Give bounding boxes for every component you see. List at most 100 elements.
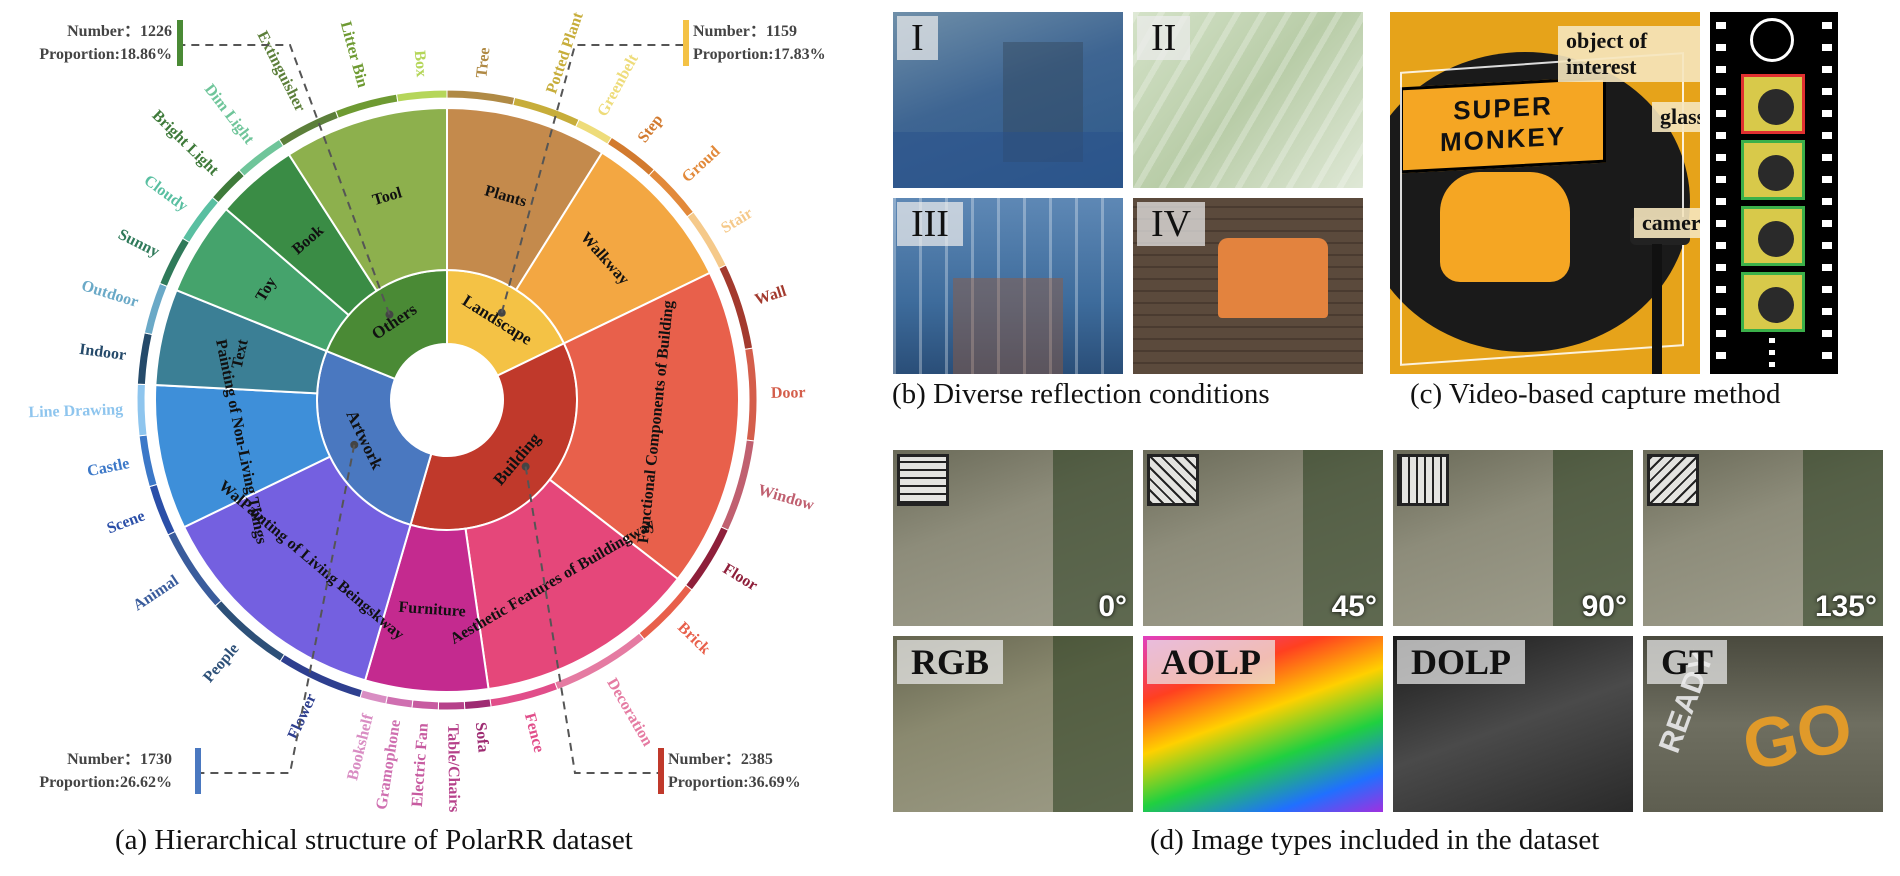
film-sprocket-hole [1822,220,1832,227]
reflection-image-2: II [1133,12,1363,188]
polarizer-45-icon [1147,454,1199,506]
outer-label-decoration: Decoration [603,675,656,749]
film-reel-icon [1750,18,1794,62]
film-frame-selected [1741,74,1805,134]
callout-bar-others [177,20,183,66]
film-sprocket-hole [1716,286,1726,293]
outer-label-sofa: Sofa [472,721,492,753]
callout-line-others [180,44,391,315]
film-frame [1741,206,1805,266]
angle-label-90: 90° [1581,590,1627,623]
middle-label-furniture: Furniture [398,599,466,621]
outer-label-floor: Floor [720,560,761,594]
middle-slice-walpainting-of-living-beingskway [182,455,412,682]
film-sprocket-hole [1822,330,1832,337]
rgb-image: RGB [893,636,1133,812]
film-sprocket-hole [1716,352,1726,359]
middle-label-text: Text [229,337,252,370]
middle-slice-functional-components-of-building [548,271,740,581]
callout-camera: camera [1634,208,1700,238]
callout-glass: glass [1652,102,1700,132]
film-sprocket-hole [1822,110,1832,117]
film-strip [1710,12,1838,374]
outer-label-flower: Flower [285,691,320,742]
sunburst-chart: LandscapeBuildingArtworkOthersPlantsWalk… [28,10,825,813]
film-sprocket-hole [1716,198,1726,205]
angle-label-45: 45° [1331,590,1377,623]
callout-bar-artwork [195,748,201,794]
polarized-image-0: 0° [893,450,1133,626]
outer-label-litter-bin: Litter Bin [337,20,371,90]
film-sprocket-hole [1716,132,1726,139]
outer-label-line-drawing: Line Drawing [28,401,123,421]
monkey-silhouette [1440,172,1570,282]
polarizer-135-icon [1647,454,1699,506]
outer-label-castle: Castle [86,455,131,480]
outer-label-outdoor: Outdoor [79,277,140,311]
film-sprocket-hole [1716,264,1726,271]
film-sprocket-hole [1716,44,1726,51]
outer-label-door: Door [771,384,806,402]
outer-label-wall: Wall [753,283,789,309]
outer-slice-bookshelf [359,689,388,705]
film-sprocket-hole [1822,176,1832,183]
reflection-image-4: IV [1133,198,1363,374]
film-sprocket-hole [1716,22,1726,29]
outer-label-stair: Stair [718,205,756,237]
gt-scene-text-go: GO [1736,686,1859,786]
outer-slice-castle [138,434,158,488]
outer-label-brick: Brick [674,619,713,658]
caption-c: (c) Video-based capture method [1410,378,1781,410]
caption-a: (a) Hierarchical structure of PolarRR da… [115,824,633,856]
outer-label-tree: Tree [473,47,493,79]
callout-line-building [524,466,661,774]
polarizer-90-icon [1397,454,1449,506]
outer-label-bookshelf: Bookshelf [344,712,377,782]
outer-label-box: Box [411,50,430,78]
panel-b-tag-2: II [1137,16,1191,60]
callout-number-artwork: Number：1730 [67,751,172,768]
callout-number-building: Number：2385 [668,751,773,768]
outer-label-fence: Fence [521,711,547,754]
capture-setup-photo: SUPER MONKEY object of interest glass ca… [1390,12,1700,374]
film-sprocket-hole [1822,66,1832,73]
middle-slice-aesthetic-features-of-buildingway [464,478,680,691]
outer-label-greenbelt: Greenbelt [594,51,642,120]
outer-slice-tree [446,89,516,106]
callout-bar-building [658,748,664,794]
outer-label-step: Step [635,112,667,146]
caption-d: (d) Image types included in the dataset [1150,824,1600,856]
polarized-image-45: 45° [1143,450,1383,626]
film-sprocket-hole [1822,352,1832,359]
film-sprocket-hole [1822,154,1832,161]
outer-label-animal: Animal [130,572,182,615]
polarized-image-135: 135° [1643,450,1883,626]
film-sprocket-hole [1822,286,1832,293]
callout-number-others: Number：1226 [67,23,172,40]
callout-line-landscape [500,44,686,314]
outer-label-indoor: Indoor [78,341,127,364]
tripod-pole [1652,244,1662,374]
ground-truth-image: GO READY GT [1643,636,1883,812]
panel-b-tag-1: I [897,16,938,60]
film-sprocket-hole [1716,330,1726,337]
panel-b-tag-4: IV [1137,202,1206,246]
film-sprocket-hole [1822,22,1832,29]
outer-label-scene: Scene [105,508,148,538]
aolp-image: AOLP [1143,636,1383,812]
dolp-image: DOLP [1393,636,1633,812]
outer-label-sunny: Sunny [115,226,162,261]
film-sprocket-hole [1716,242,1726,249]
outer-label-window: Window [756,482,816,515]
callout-bar-landscape [683,20,689,66]
film-frame [1741,140,1805,200]
caption-b: (b) Diverse reflection conditions [892,378,1270,410]
film-sprocket-hole [1716,66,1726,73]
callout-proportion-building: Proportion:36.69% [668,774,801,791]
outer-label-bright-light: Bright Light [149,107,223,180]
reflection-image-3: III [893,198,1123,374]
film-sprocket-hole [1822,44,1832,51]
callout-number-landscape: Number：1159 [693,23,797,40]
outer-label-groud: Groud [679,143,724,186]
film-frame [1741,272,1805,332]
